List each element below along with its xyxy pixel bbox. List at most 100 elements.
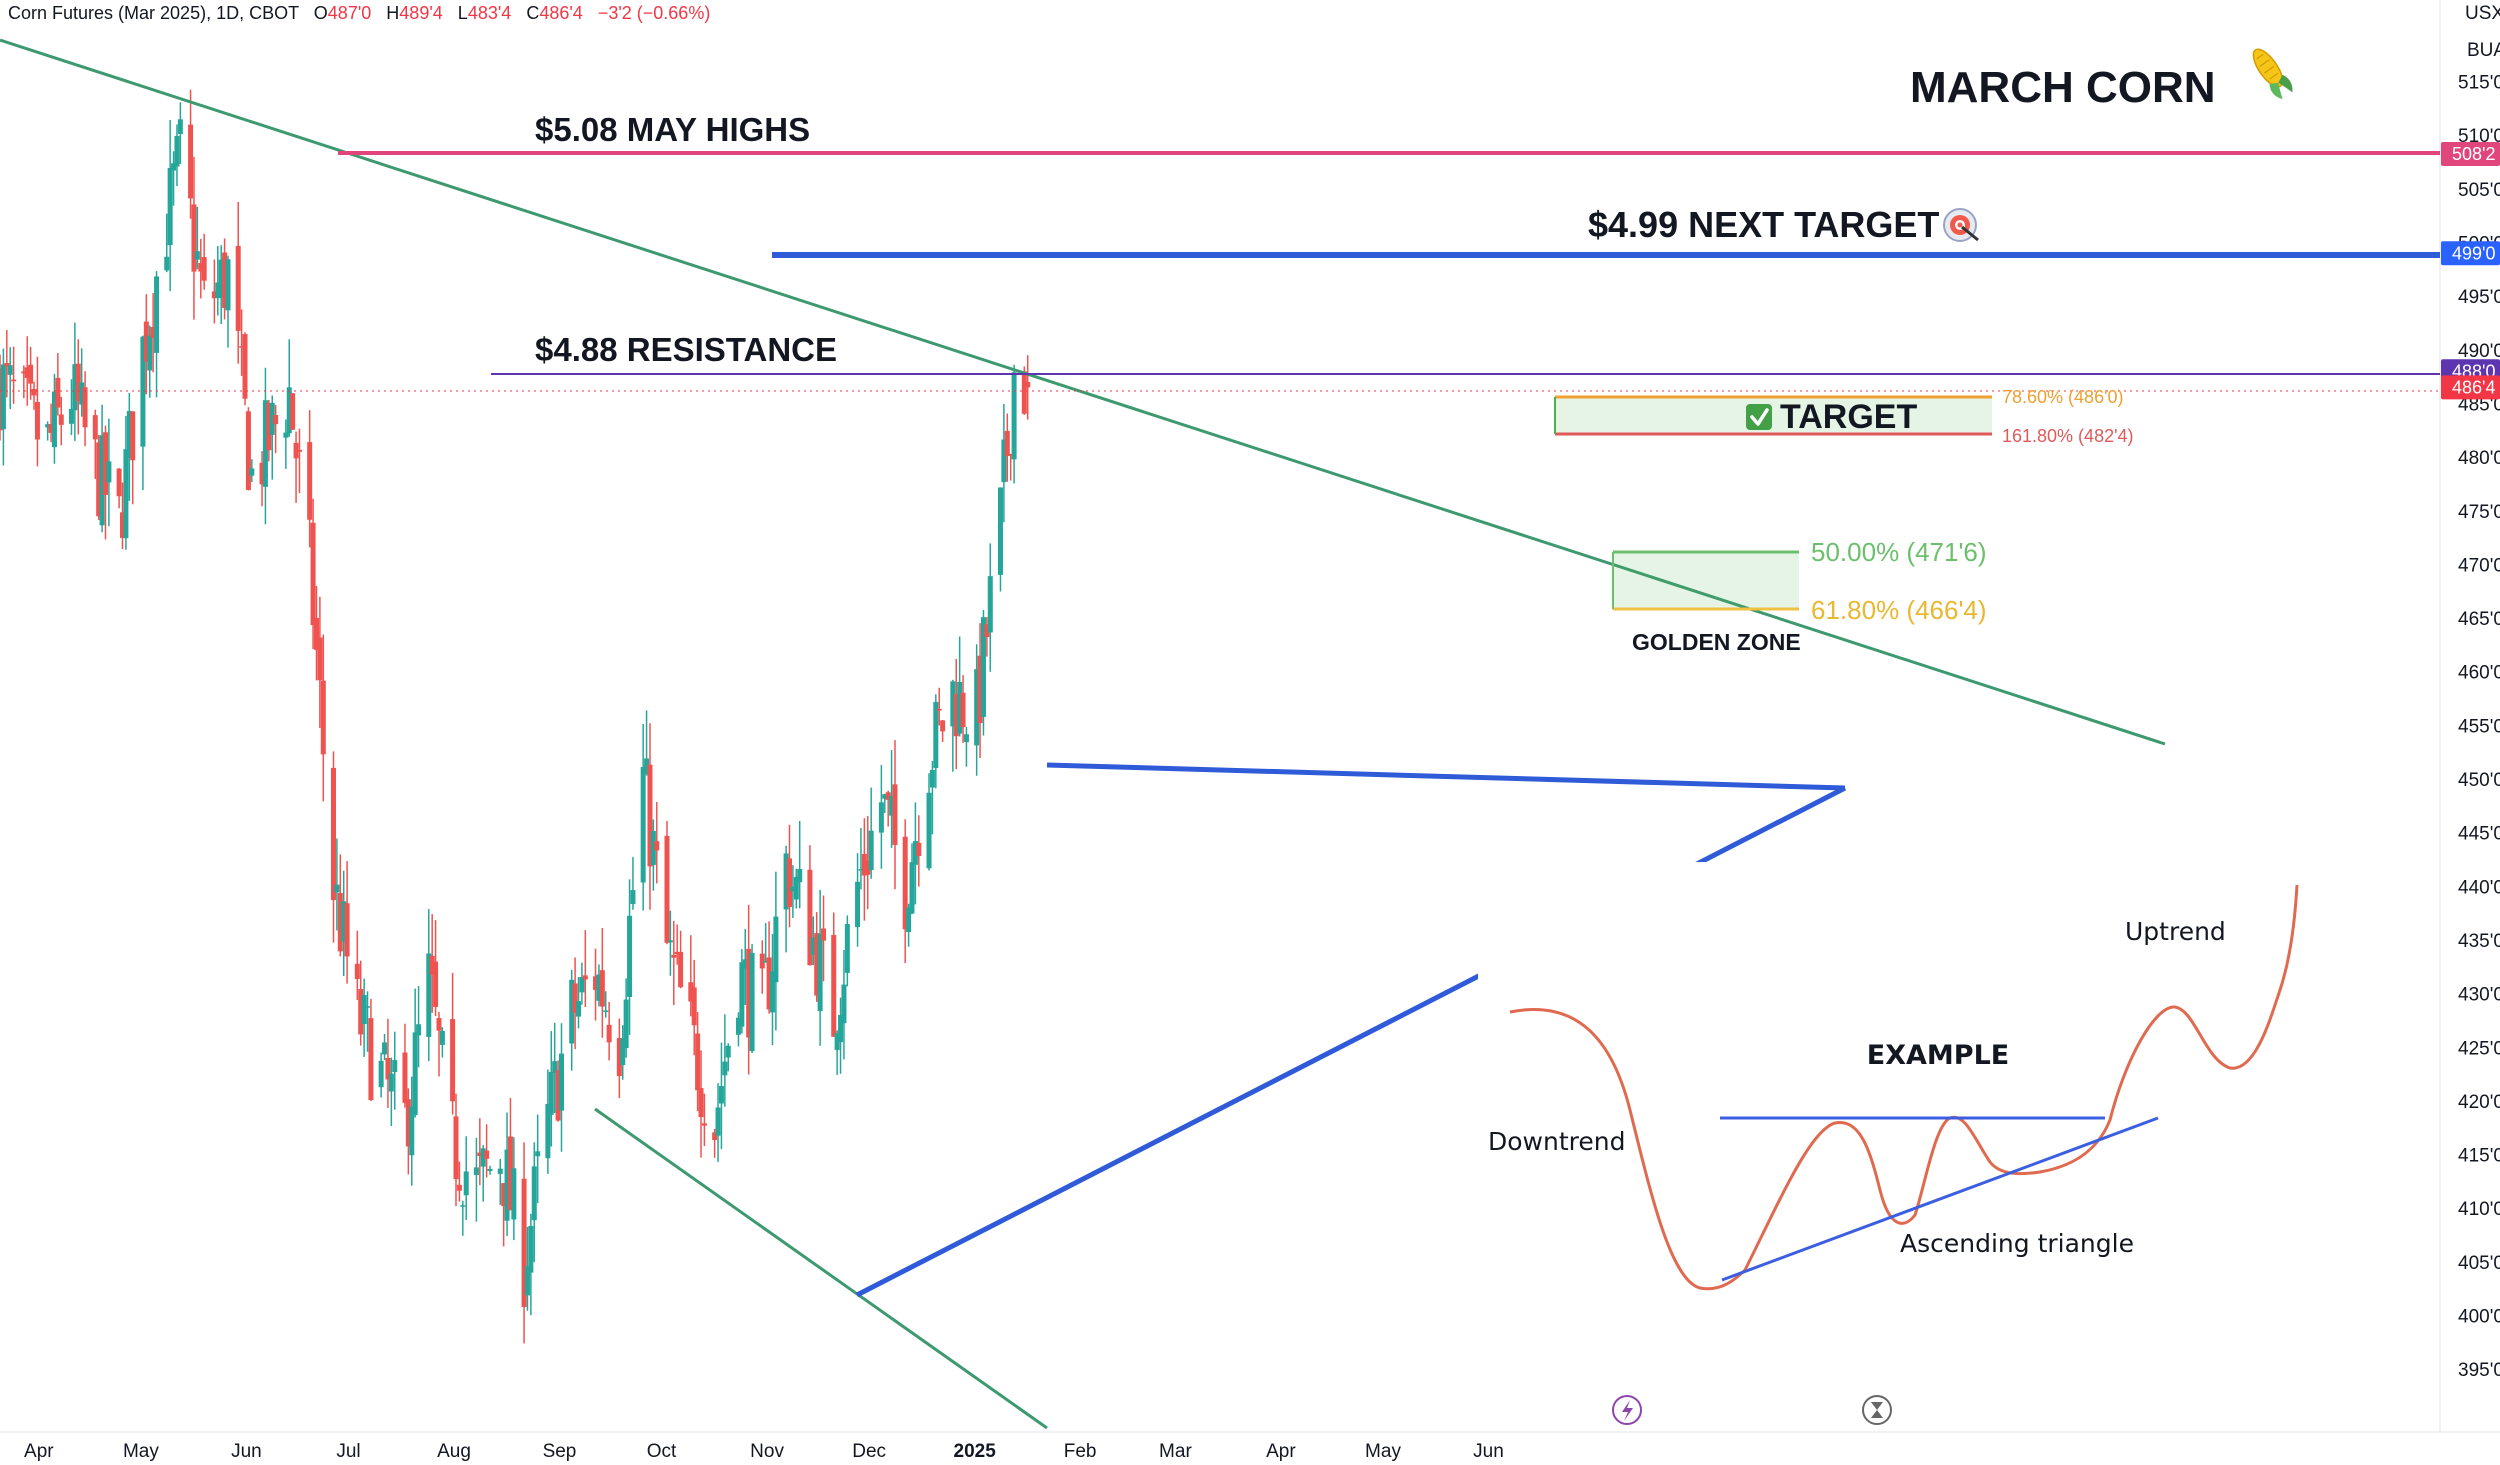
lightning-icon[interactable]	[1612, 1395, 1642, 1425]
hourglass-icon[interactable]	[1862, 1395, 1892, 1425]
candle	[188, 89, 194, 219]
candle	[177, 102, 183, 164]
legend-high: 489'4	[399, 3, 442, 23]
price-tick: 470'0	[2458, 555, 2500, 576]
target-label: TARGET	[1780, 398, 1917, 436]
candle	[766, 921, 772, 1014]
candle	[79, 348, 85, 417]
candle	[722, 1014, 728, 1107]
golden-zone[interactable]	[1613, 552, 1799, 609]
candle	[368, 998, 374, 1102]
candle	[664, 821, 670, 945]
price-tick: 430'0	[2458, 985, 2500, 1006]
time-tick: Oct	[647, 1441, 677, 1462]
candle	[92, 409, 98, 479]
candle	[1011, 364, 1017, 484]
candle	[365, 991, 371, 1052]
price-tick: 415'0	[2458, 1146, 2500, 1167]
candle	[45, 421, 51, 441]
candle	[1008, 453, 1014, 481]
target-zone[interactable]	[1555, 397, 1992, 434]
candle	[266, 399, 272, 462]
candle	[296, 428, 302, 494]
time-tick: Dec	[852, 1441, 886, 1462]
price-tick: 445'0	[2458, 824, 2500, 845]
candle	[695, 1011, 701, 1112]
candle	[456, 1161, 462, 1202]
candle	[436, 1012, 442, 1077]
candle	[147, 325, 153, 398]
candle	[511, 1137, 517, 1241]
svg-text:508'2: 508'2	[2452, 144, 2495, 164]
candle	[552, 1022, 558, 1113]
falling-trendline[interactable]	[0, 38, 2166, 746]
candle	[82, 371, 88, 447]
candle	[130, 411, 136, 505]
candle	[21, 365, 27, 399]
candle	[154, 271, 160, 398]
candle	[96, 434, 102, 521]
candle	[987, 543, 993, 672]
candle	[667, 910, 673, 976]
candle	[606, 1001, 612, 1061]
time-axis[interactable]: Apr May Jun Jul Aug Sep Oct Nov Dec 2025 Feb Mar Apr…	[24, 1441, 1504, 1462]
candle	[164, 213, 170, 273]
candle	[51, 373, 57, 464]
candle	[834, 1030, 840, 1075]
svg-text:499'0: 499'0	[2452, 243, 2495, 263]
candle	[524, 1226, 530, 1311]
fib-50-label: 50.00% (471'6)	[1811, 537, 1987, 567]
candle	[933, 694, 939, 789]
candle	[916, 815, 922, 887]
time-tick: Apr	[1266, 1441, 1296, 1462]
candle	[337, 854, 343, 957]
candle	[143, 294, 149, 395]
candle	[739, 949, 745, 1034]
symbol-legend[interactable]: Corn Futures (Mar 2025), 1D, CBOT O487'0…	[0, 0, 740, 26]
candle	[140, 335, 146, 491]
candle	[4, 330, 10, 398]
candle	[167, 120, 173, 292]
candle	[997, 487, 1003, 592]
price-axis-unit: BUA	[2467, 40, 2500, 61]
next-target-label: $4.99 NEXT TARGET	[1588, 204, 1939, 245]
candle	[545, 1069, 551, 1174]
candle	[68, 379, 74, 436]
candle	[569, 969, 575, 1071]
candle	[865, 816, 871, 910]
candle	[218, 245, 224, 324]
candle	[171, 151, 177, 206]
price-tick: 400'0	[2458, 1307, 2500, 1328]
candle	[262, 367, 268, 525]
candle	[855, 853, 861, 947]
time-tick: Jun	[1473, 1441, 1504, 1462]
price-tick: 410'0	[2458, 1199, 2500, 1220]
candle	[735, 1012, 741, 1047]
candle	[623, 978, 629, 1058]
example-uptrend: Uptrend	[2125, 917, 2226, 946]
price-axis[interactable]: USX BUA 515'0510'0505'0500'0495'0490'048…	[2458, 3, 2500, 1381]
candle	[769, 934, 775, 1046]
candle	[630, 857, 636, 910]
price-tick: 510'0	[2458, 126, 2500, 147]
annotations: MARCH CORN $5.08 MAY HIGHS $4.99 NEXT TA…	[535, 48, 2293, 655]
candle	[330, 751, 336, 943]
triangle-top-line[interactable]	[1046, 762, 1846, 791]
corn-icon	[2252, 48, 2293, 100]
legend-symbol: Corn Futures (Mar 2025), 1D, CBOT	[8, 3, 299, 23]
example-curve	[1509, 884, 2299, 1291]
candle	[926, 773, 932, 871]
golden-zone-label: GOLDEN ZONE	[1632, 629, 1801, 655]
candle	[385, 1018, 391, 1109]
candle	[841, 950, 847, 1060]
candle	[484, 1124, 490, 1178]
time-tick: Aug	[437, 1441, 471, 1462]
example-ascending-triangle: Ascending triangle	[1900, 1229, 2134, 1258]
candle	[48, 403, 54, 443]
candle	[596, 964, 602, 1007]
price-tick: 480'0	[2458, 448, 2500, 469]
candle	[439, 1027, 445, 1058]
support-trendline[interactable]	[594, 1107, 1048, 1430]
